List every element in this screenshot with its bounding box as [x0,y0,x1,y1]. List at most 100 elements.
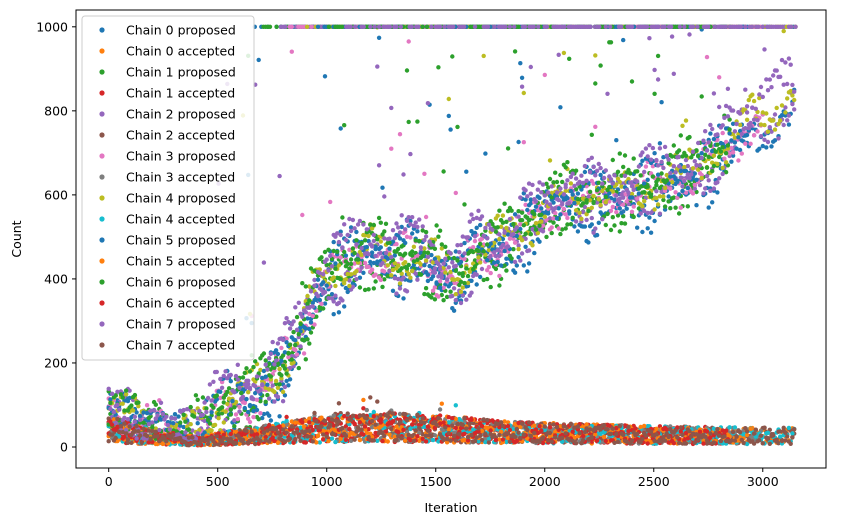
data-points [106,24,798,448]
accepted-point [776,441,781,446]
proposed-point [178,423,183,428]
proposed-point [181,424,186,430]
proposed-point [764,145,769,150]
proposed-point [554,216,560,221]
proposed-point [659,100,664,105]
proposed-point [516,246,521,252]
proposed-point [481,277,486,283]
proposed-point [451,277,457,282]
proposed-point [715,190,720,195]
proposed-point [717,176,722,181]
proposed-point [703,186,708,191]
proposed-point [680,188,685,194]
proposed-point [673,205,678,210]
accepted-point [542,427,547,433]
proposed-point [692,182,697,188]
proposed-point [232,424,237,429]
proposed-point [294,352,300,357]
proposed-point [488,270,493,276]
accepted-point [308,424,314,429]
proposed-point [390,267,396,273]
proposed-point [485,258,490,263]
proposed-point [785,118,790,123]
proposed-point [310,300,315,306]
proposed-point [343,285,349,291]
proposed-point [209,428,214,433]
proposed-point [474,272,479,277]
proposed-point [683,190,689,195]
proposed-point [546,211,551,216]
proposed-point [171,421,176,426]
proposed-point [758,134,764,139]
proposed-point [732,140,738,145]
proposed-point [645,210,650,216]
proposed-point [648,230,654,235]
proposed-point [573,208,579,213]
proposed-point [284,336,289,341]
proposed-point [312,277,317,283]
proposed-point [418,262,424,267]
proposed-point [265,382,270,387]
proposed-point [479,266,485,272]
proposed-point [624,206,629,211]
saturated-point [315,24,321,29]
accepted-point [111,417,117,422]
proposed-point [308,320,314,325]
proposed-point [218,395,223,401]
proposed-point [235,416,240,422]
proposed-point [258,399,263,404]
proposed-point [589,222,594,227]
proposed-point [380,284,385,290]
proposed-point [352,261,357,266]
proposed-point [246,409,251,415]
proposed-point [573,219,579,224]
proposed-point [647,36,652,41]
proposed-point [711,153,717,158]
proposed-point [502,248,507,254]
proposed-point [530,243,535,248]
proposed-point [322,74,328,79]
proposed-point [437,279,443,284]
accepted-point [781,425,786,430]
proposed-point [153,402,158,407]
proposed-point [668,206,673,211]
proposed-point [771,118,776,123]
proposed-point [676,211,682,216]
accepted-point [364,407,369,413]
proposed-point [331,312,336,317]
accepted-point [160,441,165,447]
proposed-point [392,253,397,258]
proposed-point [430,260,436,265]
proposed-point [396,276,401,282]
accepted-point [778,434,783,439]
proposed-point [371,286,376,291]
proposed-point [141,410,146,415]
proposed-point [528,197,533,202]
proposed-point [704,54,710,60]
proposed-point [441,285,446,290]
proposed-point [362,287,368,293]
proposed-point [539,206,544,211]
accepted-point [333,439,338,445]
proposed-point [403,240,408,246]
proposed-point [380,185,385,190]
proposed-point [591,193,596,199]
proposed-point [549,225,554,230]
proposed-point [460,292,465,298]
proposed-point [650,164,656,169]
proposed-point [764,111,769,116]
proposed-point [329,292,335,297]
proposed-point [366,233,371,239]
proposed-point [652,151,657,156]
proposed-point [666,194,671,199]
proposed-point [286,383,291,388]
proposed-point [518,226,523,232]
proposed-point [333,293,338,298]
proposed-point [516,243,521,248]
proposed-point [359,252,364,258]
proposed-point [396,263,401,268]
proposed-point [253,390,258,396]
proposed-point [448,289,453,294]
proposed-point [629,191,635,197]
